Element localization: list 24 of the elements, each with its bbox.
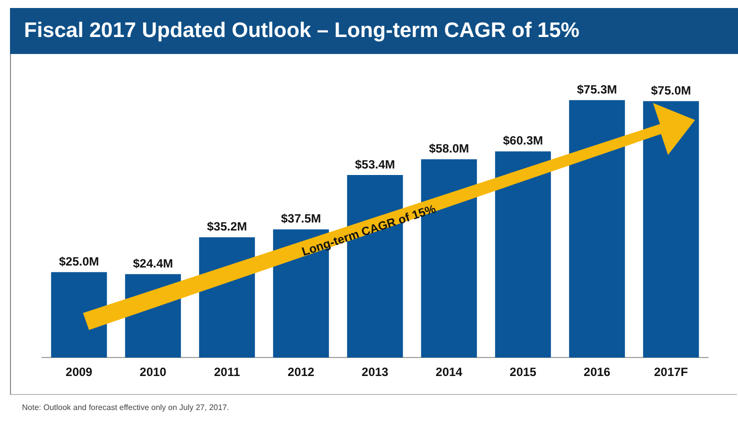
x-tick-label: 2016	[584, 365, 611, 380]
bar	[569, 100, 625, 358]
x-tick-label: 2010	[140, 365, 167, 380]
chart-title: Fiscal 2017 Updated Outlook – Long-term CAGR of 15%	[24, 19, 580, 43]
data-label: $58.0M	[428, 142, 470, 156]
x-tick-label: 2009	[66, 365, 93, 380]
x-tick-label: 2017F	[654, 365, 688, 380]
data-label: $24.4M	[132, 256, 174, 270]
data-label: $75.0M	[650, 83, 692, 98]
x-tick-label: 2012	[288, 365, 315, 380]
data-label: $60.3M	[502, 134, 544, 148]
bar	[643, 101, 699, 358]
data-label: $37.5M	[280, 212, 322, 226]
text: Note: Outlook and forecast effective only on July 27, 2017.	[22, 403, 230, 412]
data-label: $35.2M	[206, 220, 248, 234]
x-tick-label: 2014	[436, 365, 463, 380]
data-label: $53.4M	[354, 157, 396, 172]
data-label: $25.0M	[58, 254, 100, 268]
x-tick-label: 2011	[214, 365, 240, 380]
data-label: $75.3M	[576, 82, 618, 96]
bar	[495, 151, 551, 358]
x-tick-label: 2015	[510, 365, 537, 380]
x-tick-label: 2013	[362, 365, 389, 380]
bar	[51, 272, 107, 358]
